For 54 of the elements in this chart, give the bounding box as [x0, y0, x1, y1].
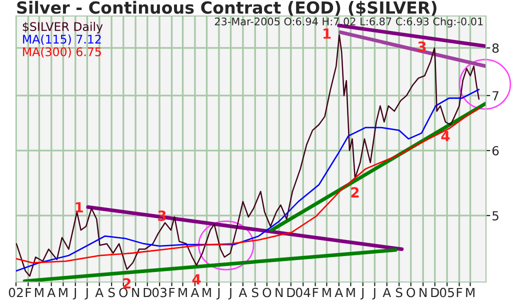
- x-tick-label: J: [84, 288, 88, 300]
- text: MA(300) 6.75: [23, 47, 101, 58]
- x-tick-label: F: [312, 288, 318, 298]
- x-tick-label: J: [72, 288, 76, 300]
- x-tick-label: M: [346, 288, 355, 298]
- annotation: 1: [76, 202, 83, 212]
- x-tick-label: M: [35, 288, 44, 298]
- x-tick-label: J: [360, 288, 364, 300]
- annotation: 2: [351, 187, 359, 198]
- chart-title: Silver - Continuous Contract (EOD) ($SILVER): [17, 0, 436, 16]
- x-tick-label: F: [456, 288, 462, 298]
- annotation: 2: [123, 278, 131, 288]
- annotation: 1: [324, 28, 331, 39]
- x-tick-label: F: [26, 288, 32, 298]
- x-tick-label: O: [262, 288, 272, 298]
- x-tick-label: A: [95, 288, 104, 298]
- x-tick-label: N: [276, 288, 283, 298]
- x-tick-label: J: [216, 288, 220, 300]
- x-tick-label: A: [382, 288, 392, 298]
- x-tick-label: A: [190, 288, 200, 298]
- x-tick-label: M: [466, 288, 474, 298]
- x-tick-label: M: [202, 288, 211, 298]
- y-tick-label: 7: [492, 91, 498, 100]
- x-tick-label: N: [420, 288, 427, 298]
- x-tick-label: O: [406, 288, 416, 298]
- y-tick-label: 5: [492, 211, 498, 220]
- x-tick-label: 04: [296, 288, 310, 298]
- x-tick-label: J: [372, 288, 376, 300]
- x-tick-label: O: [119, 288, 128, 298]
- x-tick-label: 05: [440, 288, 454, 298]
- annotation: 4: [441, 130, 450, 142]
- y-tick-label: 6: [492, 146, 499, 156]
- text: MA(115) 7.12: [23, 34, 101, 46]
- x-tick-label: J: [228, 288, 232, 300]
- x-tick-label: 03: [152, 288, 167, 298]
- x-tick-label: A: [238, 288, 248, 298]
- y-tick-label: 8: [492, 43, 499, 53]
- x-tick-label: M: [178, 288, 187, 298]
- x-tick-label: D: [287, 288, 295, 298]
- x-tick-label: D: [144, 288, 152, 298]
- text: $SILVER Daily: [22, 22, 103, 34]
- x-tick-label: A: [334, 288, 344, 298]
- x-tick-label: D: [431, 288, 439, 298]
- x-tick-label: F: [169, 288, 175, 298]
- x-tick-label: M: [59, 288, 68, 298]
- x-tick-label: N: [132, 288, 140, 298]
- x-tick-label: M: [322, 288, 331, 298]
- x-tick-label: S: [252, 288, 258, 298]
- x-tick-label: S: [108, 288, 115, 298]
- x-tick-label: 02: [8, 288, 23, 298]
- x-tick-label: A: [47, 288, 56, 298]
- x-tick-label: S: [396, 288, 402, 298]
- annotation: 4: [192, 274, 201, 284]
- annotation: 23-Mar-2005 O:6.94 H:7.02 L:6.87 C:6.93 Chg:-0.01: [214, 17, 483, 28]
